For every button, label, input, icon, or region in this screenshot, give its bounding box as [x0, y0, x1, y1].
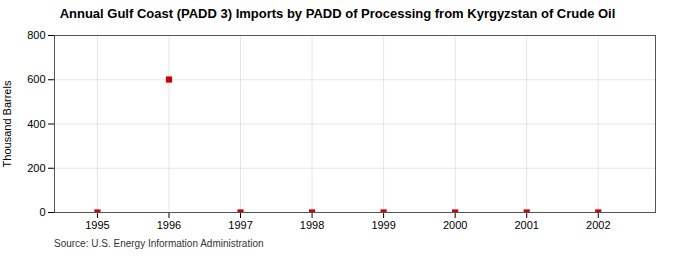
svg-text:1998: 1998	[300, 219, 324, 231]
svg-text:600: 600	[27, 73, 45, 85]
svg-text:Thousand Barrels: Thousand Barrels	[1, 80, 13, 167]
svg-text:1996: 1996	[157, 219, 181, 231]
svg-text:400: 400	[27, 118, 45, 130]
svg-text:1995: 1995	[85, 219, 109, 231]
svg-text:0: 0	[39, 206, 45, 218]
html-text:Annual Gulf Coast (PADD 3) Imp: Annual Gulf Coast (PADD 3) Imports by PA…	[59, 6, 616, 21]
svg-text:200: 200	[27, 162, 45, 174]
svg-text:2001: 2001	[514, 219, 538, 231]
svg-text:800: 800	[27, 29, 45, 41]
svg-text:1999: 1999	[371, 219, 395, 231]
svg-text:2000: 2000	[443, 219, 467, 231]
svg-text:1997: 1997	[228, 219, 252, 231]
html-text:Source: U.S. Energy Informatio: Source: U.S. Energy Information Administ…	[54, 238, 264, 249]
svg-text:2002: 2002	[586, 219, 610, 231]
